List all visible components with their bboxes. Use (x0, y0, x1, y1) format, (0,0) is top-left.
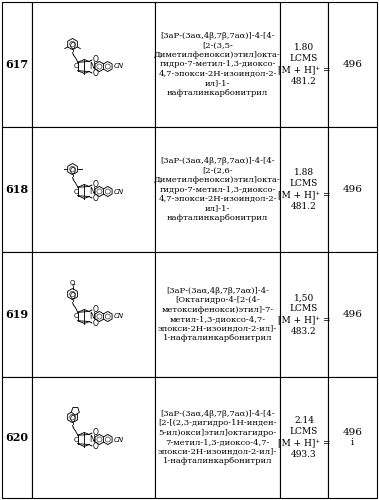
Polygon shape (103, 186, 112, 196)
Text: N: N (89, 187, 95, 196)
Bar (280, 252, 328, 377)
Bar (155, 377, 280, 498)
Bar (2, 377, 32, 498)
Text: 620: 620 (6, 432, 28, 443)
Text: CN: CN (114, 188, 124, 194)
Bar (328, 377, 377, 498)
Text: O: O (73, 64, 78, 70)
Text: N: N (89, 62, 95, 71)
Bar (2, 127, 32, 252)
Polygon shape (68, 288, 77, 300)
Bar (32, 127, 155, 252)
Text: O: O (73, 188, 78, 194)
Text: [3aР-(3aα,4β,7β,7aα)]-4-
[Октагидро-4-[2-(4-
метоксифенокси)этил]-7-
метил-1,3-д: [3aР-(3aα,4β,7β,7aα)]-4- [Октагидро-4-[2… (158, 287, 277, 342)
Polygon shape (95, 312, 104, 322)
Text: O: O (70, 292, 75, 302)
Text: O: O (93, 428, 99, 438)
Text: O: O (93, 180, 99, 190)
Bar (32, 252, 155, 377)
Text: [3aР-(3aα,4β,7β,7aα)]-4-[4-
[2-[(2,3-дигидро-1H-инден-
5-ил)окси]этил]октагидро-: [3aР-(3aα,4β,7β,7aα)]-4-[4- [2-[(2,3-диг… (158, 410, 277, 465)
Text: 617: 617 (5, 59, 28, 70)
Polygon shape (103, 62, 112, 72)
Text: [3aР-(3aα,4β,7β,7aα)]-4-[4-
[2-(3,5-
Диметилфенокси)этил]окта-
гидро-7-метил-1,3: [3aР-(3aα,4β,7β,7aα)]-4-[4- [2-(3,5- Дим… (154, 32, 281, 97)
Text: 496
i: 496 i (343, 428, 362, 447)
Bar (2, 252, 32, 377)
Text: O: O (93, 194, 99, 202)
Text: [3aР-(3aα,4β,7β,7aα)]-4-[4-
[2-(2,6-
Диметилфенокси)этил]окта-
гидро-7-метил-1,3: [3aР-(3aα,4β,7β,7aα)]-4-[4- [2-(2,6- Дим… (154, 157, 281, 222)
Bar (328, 2, 377, 127)
Text: CN: CN (114, 314, 124, 320)
Bar (280, 127, 328, 252)
Bar (155, 252, 280, 377)
Text: N: N (89, 312, 95, 321)
Polygon shape (68, 412, 77, 422)
Bar (155, 2, 280, 127)
Text: O: O (70, 42, 75, 51)
Text: 496: 496 (343, 60, 362, 69)
Text: O: O (93, 318, 99, 328)
Text: O: O (73, 436, 78, 442)
Polygon shape (68, 164, 77, 174)
Polygon shape (71, 408, 79, 415)
Bar (328, 252, 377, 377)
Text: O: O (70, 416, 75, 424)
Text: CN: CN (114, 64, 124, 70)
Text: O: O (93, 306, 99, 314)
Polygon shape (68, 38, 77, 50)
Polygon shape (103, 434, 112, 444)
Bar (32, 2, 155, 127)
Text: O: O (93, 56, 99, 64)
Text: 1.80
LCMS
[M + H]⁺ =
481.2: 1.80 LCMS [M + H]⁺ = 481.2 (278, 44, 330, 86)
Bar (155, 127, 280, 252)
Text: 619: 619 (5, 309, 28, 320)
Bar (32, 377, 155, 498)
Text: O: O (70, 168, 75, 176)
Text: O: O (70, 280, 75, 285)
Text: O: O (93, 442, 99, 450)
Polygon shape (95, 62, 104, 72)
Text: 1.88
LCMS
[M + H]⁺ =
481.2: 1.88 LCMS [M + H]⁺ = 481.2 (278, 168, 330, 210)
Polygon shape (95, 186, 104, 196)
Text: 496: 496 (343, 310, 362, 319)
Text: 2.14
LCMS
[M + H]⁺ =
493.3: 2.14 LCMS [M + H]⁺ = 493.3 (278, 416, 330, 459)
Text: 1,50
LCMS
[M + H]⁺ =
483.2: 1,50 LCMS [M + H]⁺ = 483.2 (278, 294, 330, 336)
Bar (2, 2, 32, 127)
Text: CN: CN (114, 436, 124, 442)
Bar (280, 2, 328, 127)
Text: 618: 618 (5, 184, 28, 195)
Text: O: O (93, 68, 99, 78)
Bar (328, 127, 377, 252)
Text: 496: 496 (343, 185, 362, 194)
Polygon shape (103, 312, 112, 322)
Polygon shape (95, 434, 104, 444)
Bar (280, 377, 328, 498)
Text: N: N (89, 435, 95, 444)
Text: O: O (73, 314, 78, 320)
